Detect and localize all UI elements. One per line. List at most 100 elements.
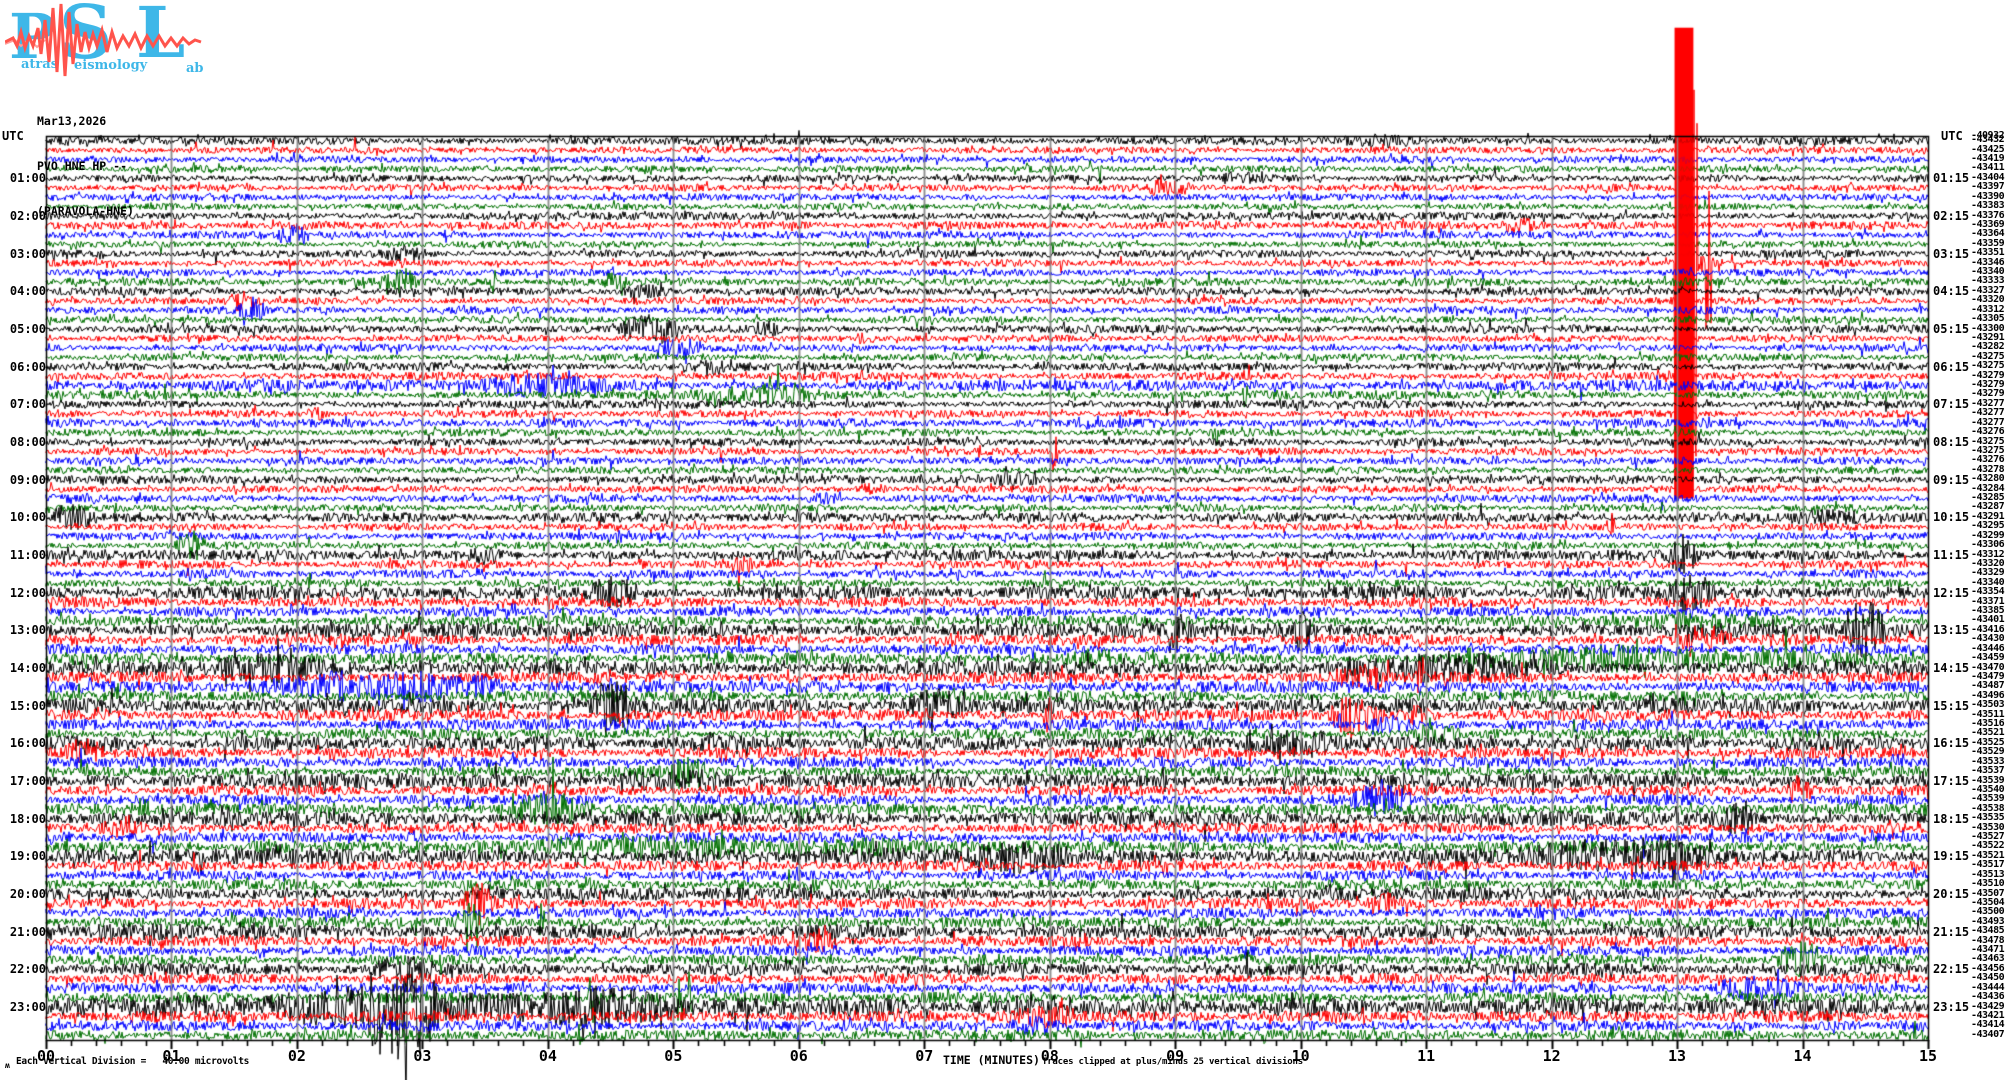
psl-logo[interactable]: P S L atras eismology ab [5,0,205,80]
right-value-label: -43511 [1971,708,2005,720]
left-hour-label: 18:00 [9,811,46,826]
right-value-label: -43421 [1971,1009,2005,1021]
minute-tick-label: 06 [789,1047,808,1065]
minute-tick-label: 02 [287,1047,306,1065]
right-value-label: -43503 [1971,699,2005,711]
left-hour-label: 21:00 [9,924,46,939]
station-name-label: (PARAVOLA-HNE) [37,204,134,218]
left-hour-label: 22:00 [9,962,46,977]
right-value-label: -43320 [1971,557,2005,569]
right-value-label: -43327 [1971,284,2005,296]
right-time-label: 16:15 [1933,736,1970,751]
right-value-label: -43432 [1971,134,2005,146]
left-hour-label: 04:00 [9,284,46,299]
right-value-label: -43300 [1971,322,2005,334]
right-value-label: -43287 [1971,501,2005,513]
right-value-label: -43277 [1971,416,2005,428]
left-hour-label: 06:00 [9,359,46,374]
right-value-label: -43478 [1971,934,2005,946]
right-time-label: 03:15 [1933,246,1970,261]
right-value-label: -43463 [1971,953,2005,965]
right-value-label: -43279 [1971,388,2005,400]
right-value-label: -43351 [1971,247,2005,259]
left-hour-label: 17:00 [9,774,46,789]
minute-tick-label: 07 [915,1047,934,1065]
minute-tick-label: 15 [1918,1047,1938,1065]
right-value-label: -43390 [1971,190,2005,202]
right-value-label: -43493 [1971,915,2005,927]
right-value-label: -43285 [1971,492,2005,504]
right-value-label: -43479 [1971,670,2005,682]
right-time-label: 08:15 [1933,435,1970,450]
right-value-label: -43500 [1971,906,2005,918]
right-value-label: -43504 [1971,896,2005,908]
right-value-label: -43276 [1971,454,2005,466]
minute-tick-label: 08 [1040,1047,1059,1065]
left-hour-label: 03:00 [9,246,46,261]
minute-tick-label: 01 [162,1047,181,1065]
right-value-label: -43279 [1971,379,2005,391]
left-hour-label: 05:00 [9,322,46,337]
right-value-label: -43291 [1971,510,2005,522]
minute-tick-label: 11 [1417,1047,1436,1065]
right-value-label: -43346 [1971,256,2005,268]
right-value-label: -43416 [1971,623,2005,635]
right-value-label: -43295 [1971,520,2005,532]
right-value-label: -43354 [1971,586,2005,598]
right-value-label: -43279 [1971,369,2005,381]
right-time-label: 14:15 [1933,661,1970,676]
right-value-label: -43540 [1971,783,2005,795]
right-value-label: -43471 [1971,944,2005,956]
overlapped-count-value: -40932 [1971,130,2005,141]
right-time-label: 15:15 [1933,698,1970,713]
right-time-label: 11:15 [1933,548,1970,563]
right-value-label: -43299 [1971,529,2005,541]
logo-seismogram-waveform-icon [5,3,202,77]
right-time-label: 13:15 [1933,623,1970,638]
right-value-label: -43340 [1971,576,2005,588]
right-value-label: -43470 [1971,661,2005,673]
right-value-label: -43533 [1971,755,2005,767]
minute-tick-label: 13 [1668,1047,1687,1065]
right-value-label: -43401 [1971,614,2005,626]
right-value-label: -43507 [1971,887,2005,899]
right-value-label: -43414 [1971,1019,2005,1031]
right-value-label: -43369 [1971,218,2005,230]
right-value-label: -43456 [1971,962,2005,974]
right-time-label: 09:15 [1933,472,1970,487]
right-value-label: -43436 [1971,991,2005,1003]
right-value-label: -43516 [1971,718,2005,730]
right-value-label: -43522 [1971,840,2005,852]
right-value-label: -43419 [1971,153,2005,165]
right-value-label: -43429 [1971,1000,2005,1012]
right-time-label: 23:15 [1933,1000,1970,1015]
right-value-label: -43538 [1971,802,2005,814]
right-value-label: -43487 [1971,680,2005,692]
left-hour-label: 08:00 [9,435,46,450]
utc-axis-title-right: UTC [1941,129,1963,143]
right-value-label: -43305 [1971,313,2005,325]
right-value-label: -43430 [1971,633,2005,645]
right-value-label: -43525 [1971,736,2005,748]
right-value-label: -43496 [1971,689,2005,701]
right-value-label: -43364 [1971,228,2005,240]
right-value-label: -43282 [1971,341,2005,353]
right-value-label: -43527 [1971,831,2005,843]
right-value-label: -43513 [1971,868,2005,880]
right-value-label: -43312 [1971,548,2005,560]
right-time-label: 05:15 [1933,322,1970,337]
left-hour-label: 15:00 [9,698,46,713]
vertical-scale-label: Each Vertical Division = 40.00 microvolt… [16,1056,250,1067]
station-code-label: PVO HNE HP -- [37,159,128,173]
logo-word-eismology: eismology [74,58,148,73]
right-value-label: -43450 [1971,972,2005,984]
right-value-label: -43277 [1971,397,2005,409]
right-value-label: -43517 [1971,859,2005,871]
right-value-label: -43485 [1971,925,2005,937]
right-time-label: 18:15 [1933,811,1970,826]
right-value-label: -43446 [1971,642,2005,654]
right-value-label: -43383 [1971,200,2005,212]
left-hour-label: 12:00 [9,585,46,600]
right-value-label: -43284 [1971,482,2005,494]
